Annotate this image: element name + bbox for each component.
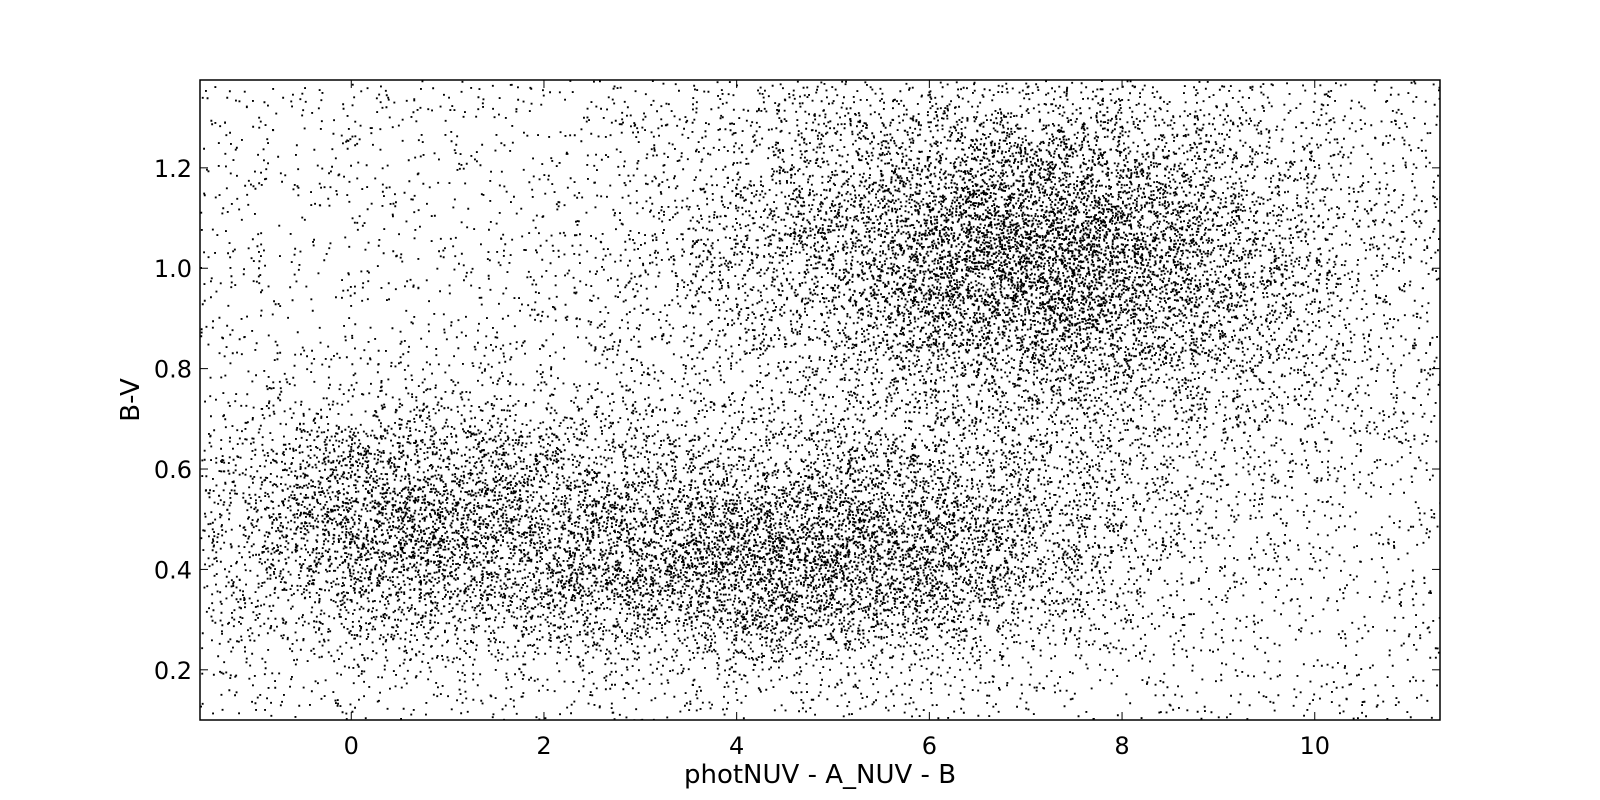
x-axis-label: photNUV - A_NUV - B: [684, 760, 956, 790]
x-tick-label: 4: [729, 732, 744, 760]
y-axis-label: B-V: [116, 378, 146, 422]
y-tick-label: 0.2: [154, 657, 192, 685]
y-tick-label: 1.2: [154, 155, 192, 183]
y-tick-label: 1.0: [154, 255, 192, 283]
x-tick-label: 8: [1114, 732, 1129, 760]
x-tick-label: 0: [344, 732, 359, 760]
x-tick-label: 6: [922, 732, 937, 760]
y-tick-label: 0.4: [154, 556, 192, 584]
x-tick-label: 2: [536, 732, 551, 760]
x-tick-label: 10: [1299, 732, 1330, 760]
y-tick-label: 0.8: [154, 356, 192, 384]
plot-area: [200, 80, 1442, 722]
y-tick-label: 0.6: [154, 456, 192, 484]
